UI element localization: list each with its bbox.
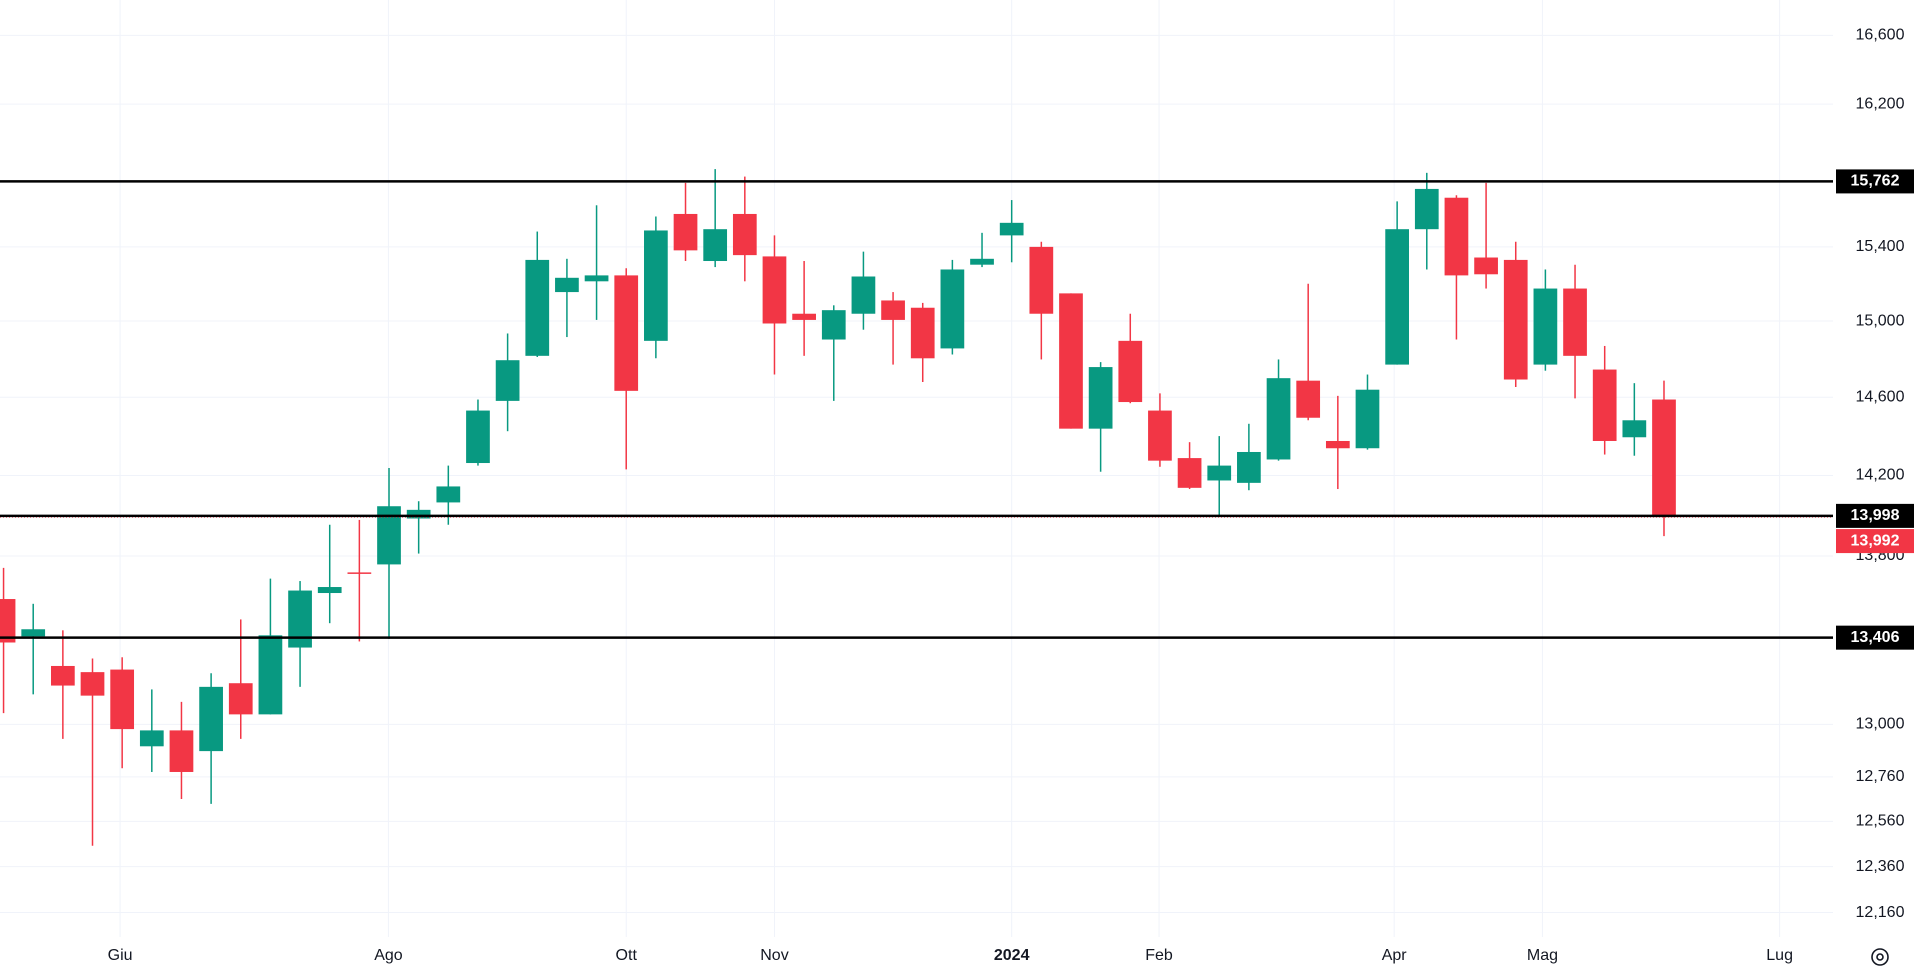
candle-body xyxy=(851,276,876,314)
candle-body xyxy=(1177,458,1202,488)
candle-body xyxy=(199,686,223,752)
candle-body xyxy=(1444,197,1469,276)
x-tick-label: Ott xyxy=(616,947,638,964)
candle-body xyxy=(584,275,609,282)
y-tick-label: 12,560 xyxy=(1856,813,1905,830)
candle-body xyxy=(1237,451,1261,483)
candle-body xyxy=(1652,399,1676,518)
candle-body xyxy=(762,256,787,324)
x-tick-label: Giu xyxy=(108,947,133,964)
candle-body xyxy=(614,275,639,391)
candle-body xyxy=(1118,340,1143,403)
candle-body xyxy=(228,683,253,715)
y-tick-label: 12,360 xyxy=(1856,858,1905,875)
candle-body xyxy=(1503,259,1528,380)
price-tag-label: 15,762 xyxy=(1851,173,1900,190)
y-tick-label: 15,000 xyxy=(1856,312,1905,329)
candle-body xyxy=(1414,188,1439,230)
candle-body xyxy=(1088,367,1113,429)
candle-body xyxy=(1622,420,1647,438)
x-tick-label: Lug xyxy=(1766,947,1793,964)
candle-body xyxy=(999,222,1024,236)
candle-body xyxy=(436,486,461,503)
candle-body xyxy=(525,259,550,356)
price-tag xyxy=(1836,529,1914,554)
candle-body xyxy=(288,590,312,648)
candle-body xyxy=(1266,378,1291,460)
candle-body xyxy=(673,213,698,251)
candle-body xyxy=(792,313,816,320)
x-tick-label: 2024 xyxy=(994,947,1030,964)
candle-body xyxy=(881,300,905,320)
y-tick-label: 14,200 xyxy=(1856,467,1905,484)
candle-body xyxy=(406,509,431,519)
candle-body xyxy=(821,310,846,340)
x-tick-label: Feb xyxy=(1145,947,1173,964)
candle-body xyxy=(1533,288,1558,365)
candle-body xyxy=(466,410,490,464)
x-tick-label: Mag xyxy=(1527,947,1558,964)
candle-body xyxy=(703,229,728,262)
candle-body xyxy=(1474,257,1498,275)
candle-body xyxy=(644,230,668,341)
settings-icon[interactable] xyxy=(1871,948,1889,966)
y-tick-label: 12,160 xyxy=(1856,904,1905,921)
candle-body xyxy=(21,629,46,637)
y-tick-label: 13,000 xyxy=(1856,716,1905,733)
candle-body xyxy=(970,258,994,265)
candle-body xyxy=(317,587,342,594)
price-tag xyxy=(1836,169,1914,194)
candle-body xyxy=(1325,440,1350,449)
candle-body xyxy=(50,665,75,686)
price-tag-label: 13,992 xyxy=(1851,532,1900,549)
candle-body xyxy=(110,669,135,730)
candle-body xyxy=(80,672,105,696)
price-tag-label: 13,998 xyxy=(1851,507,1900,524)
settings-icon-center[interactable] xyxy=(1876,953,1884,961)
candle-body xyxy=(1029,246,1054,314)
y-tick-label: 12,760 xyxy=(1856,768,1905,785)
candle-body xyxy=(1207,465,1232,481)
candle-body xyxy=(1059,293,1083,429)
candle-body xyxy=(258,635,283,715)
candle-body xyxy=(1355,389,1380,449)
x-tick-label: Apr xyxy=(1382,947,1408,964)
candle-body xyxy=(732,213,757,256)
candle-body xyxy=(139,730,164,747)
x-tick-label: Ago xyxy=(374,947,403,964)
y-tick-label: 16,600 xyxy=(1856,27,1905,44)
candle-body xyxy=(555,277,579,293)
y-tick-label: 14,600 xyxy=(1856,388,1905,405)
candle-body xyxy=(1296,380,1321,418)
candle-body xyxy=(377,506,401,565)
x-tick-label: Nov xyxy=(760,947,788,964)
candle-body xyxy=(1385,229,1409,365)
candle-body xyxy=(1148,410,1172,461)
price-tag-label: 13,406 xyxy=(1851,629,1900,646)
candle-body xyxy=(1563,288,1587,356)
price-tag xyxy=(1836,503,1914,528)
candle-body xyxy=(0,599,16,643)
candle-body xyxy=(495,360,520,401)
candle-body xyxy=(347,572,372,574)
candle-body xyxy=(940,269,965,349)
candle-body xyxy=(910,307,935,359)
candle-body xyxy=(1592,369,1617,441)
y-tick-label: 15,400 xyxy=(1856,238,1905,255)
price-tag xyxy=(1836,625,1914,650)
settings-icon-ring[interactable] xyxy=(1871,948,1889,966)
candle-body xyxy=(169,730,194,772)
y-tick-label: 16,200 xyxy=(1856,95,1905,112)
plot-area xyxy=(0,0,1833,937)
